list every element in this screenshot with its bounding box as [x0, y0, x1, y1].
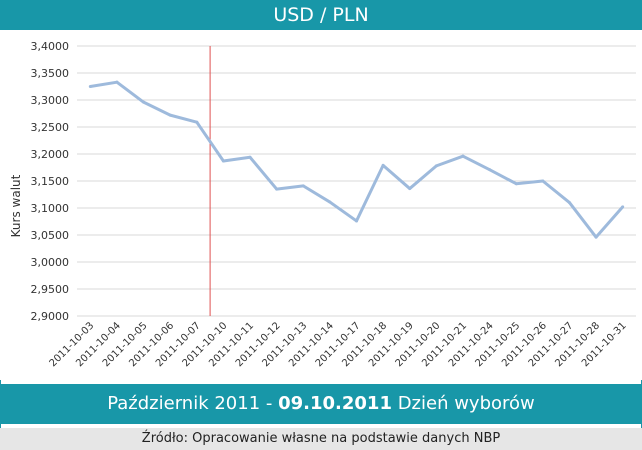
caption-date: 09.10.2011 — [278, 393, 392, 414]
y-tick-label: 3,1000 — [31, 202, 70, 215]
y-tick-label: 3,1500 — [31, 175, 70, 188]
y-axis-label: Kurs walut — [9, 174, 23, 237]
chart-area: 2,9000 2,9500 3,0000 3,0500 3,1000 3,1500 3,20… — [0, 30, 642, 380]
data-point — [488, 168, 492, 172]
chart-title: USD / PLN — [0, 0, 642, 30]
data-point — [355, 219, 358, 223]
data-point — [248, 155, 252, 159]
data-point — [434, 164, 438, 168]
y-tick-label: 3,3500 — [31, 67, 70, 80]
y-tick-label: 3,0000 — [31, 256, 70, 269]
caption-bar: Październik 2011 - 09.10.2011 Dzień wybo… — [0, 384, 642, 424]
data-point — [88, 85, 92, 88]
data-point — [541, 179, 545, 183]
y-tick-label: 2,9500 — [31, 283, 70, 296]
series-line — [90, 80, 624, 239]
caption-suffix: Dzień wyborów — [391, 393, 535, 414]
y-tick-label: 3,2000 — [31, 148, 70, 161]
data-point — [514, 182, 518, 186]
data-point — [168, 113, 172, 117]
data-point — [408, 187, 412, 191]
data-point — [328, 200, 332, 204]
data-point — [567, 201, 571, 205]
data-point — [221, 159, 225, 163]
data-point — [301, 184, 305, 188]
y-tick-label: 2,9000 — [31, 310, 70, 323]
y-tick-labels: 2,9000 2,9500 3,0000 3,0500 3,1000 3,1500 3,20… — [31, 40, 70, 323]
data-point — [594, 235, 598, 239]
data-point — [461, 154, 465, 158]
data-point — [142, 100, 146, 104]
data-point — [621, 205, 625, 209]
y-tick-label: 3,3000 — [31, 94, 70, 107]
data-point — [195, 120, 199, 124]
data-point — [115, 80, 119, 84]
source-note: Źródło: Opracowanie własne na podstawie … — [0, 428, 642, 450]
data-point — [381, 163, 385, 167]
data-points — [88, 80, 625, 239]
x-tick-labels: 2011-10-032011-10-042011-10-052011-10-06… — [48, 320, 629, 369]
y-tick-label: 3,0500 — [31, 229, 70, 242]
caption-prefix: Październik 2011 - — [107, 393, 279, 414]
line-chart: 2,9000 2,9500 3,0000 3,0500 3,1000 3,1500 3,20… — [9, 40, 636, 369]
y-tick-label: 3,4000 — [31, 40, 70, 53]
data-point — [275, 187, 279, 191]
grid-lines — [77, 45, 636, 317]
y-tick-label: 3,2500 — [31, 121, 70, 134]
